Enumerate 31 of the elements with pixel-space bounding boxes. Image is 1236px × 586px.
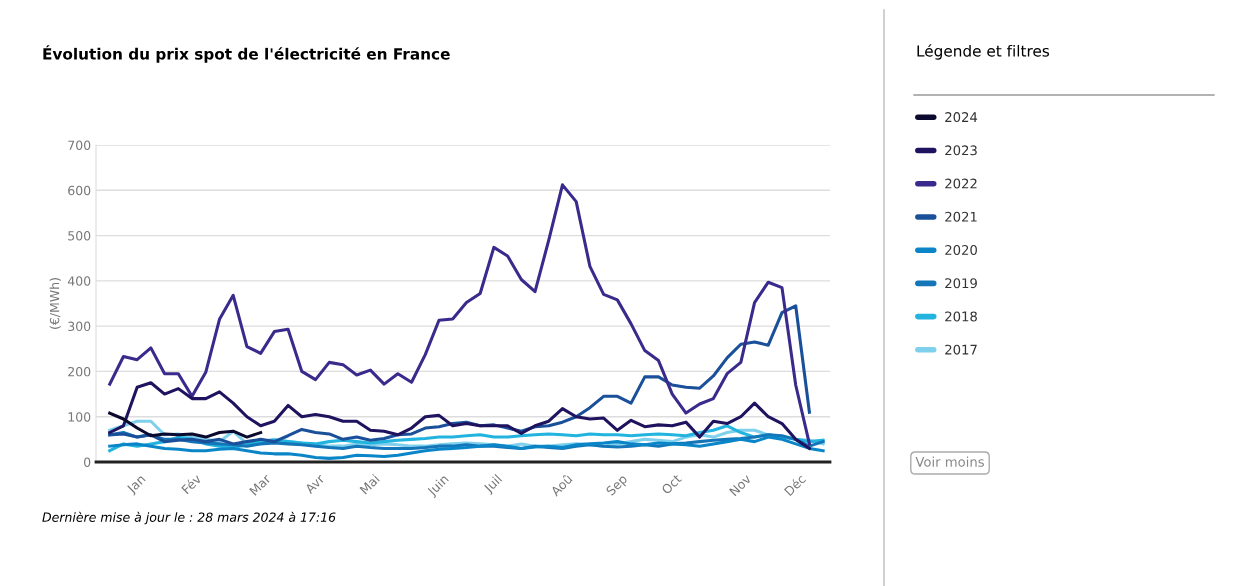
text: Dernière mise à jour le : 28 mars 2024 à 17:16 [42,511,336,525]
legend-label: 2022 [945,178,977,189]
chart-title: Évolution du prix spot de l'électricité en France [43,45,450,63]
y-tick-label: 100 [68,412,91,422]
y-tick-label: 700 [68,140,91,150]
legend-label: 2024 [945,112,978,123]
legend-label: 2023 [945,145,977,156]
legend-label: 2018 [945,311,977,322]
x-tick-label: Avr [304,473,326,495]
text: Voir moins [915,456,984,467]
x-tick-label: Nov [729,473,752,497]
y-tick-label: 400 [67,276,91,286]
x-tick-label: Juil [482,473,504,496]
x-tick-label: Fév [180,473,202,495]
legend-label: 2017 [945,344,977,355]
y-axis-title: (€/MWh) [49,278,61,329]
legend-label: 2021 [945,211,977,222]
y-tick-label: 600 [68,185,91,196]
x-tick-label: Mai [359,473,380,495]
legend-title: Légende et filtres [917,44,1050,60]
y-tick-label: 0 [84,457,91,467]
legend-label: 2019 [945,278,977,289]
y-tick-label: 500 [68,231,91,241]
y-tick-label: 200 [68,366,91,377]
x-tick-label: Mar [249,473,272,496]
x-tick-label: Oct [660,473,683,495]
x-tick-label: Sep [605,473,630,498]
legend-label: 2020 [945,244,977,255]
y-tick-label: 300 [68,321,91,332]
x-tick-label: Jan [125,474,148,496]
x-tick-label: Déc [783,473,807,497]
